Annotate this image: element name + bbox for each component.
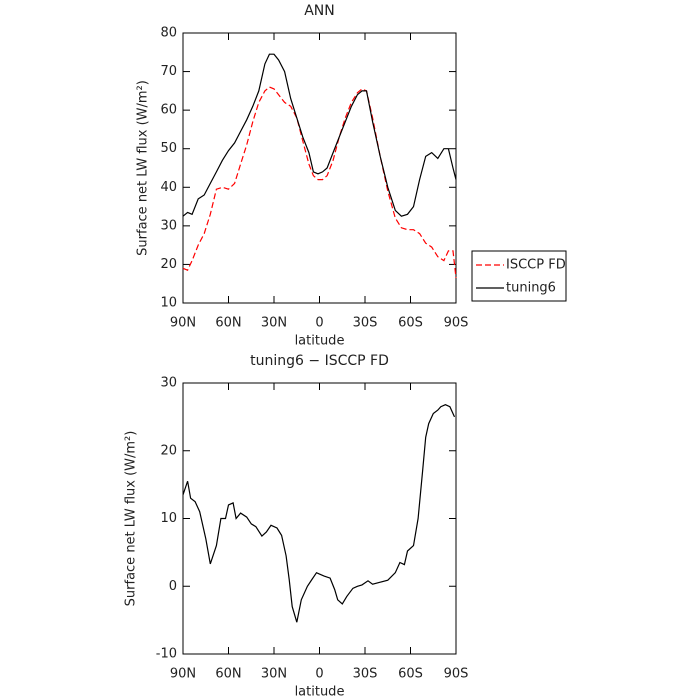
y-tick-label: 0 <box>169 579 177 594</box>
x-axis-label: latitude <box>295 685 345 700</box>
legend-label: ISCCP FD <box>506 258 566 273</box>
y-axis-label: Surface net LW flux (W/m²) <box>136 80 151 256</box>
y-tick-label: 20 <box>160 443 177 458</box>
y-tick-label: 10 <box>160 511 177 526</box>
x-tick-label: 0 <box>315 667 323 682</box>
x-tick-label: 30N <box>261 316 287 331</box>
x-tick-label: 90N <box>170 316 196 331</box>
y-tick-label: 40 <box>160 180 177 195</box>
chart-title: ANN <box>304 3 335 19</box>
x-axis-label: latitude <box>295 334 345 349</box>
x-tick-label: 60N <box>215 316 241 331</box>
x-tick-label: 60N <box>215 667 241 682</box>
data-line <box>182 53 457 217</box>
x-tick-label: 30S <box>353 316 378 331</box>
x-tick-label: 0 <box>315 316 323 331</box>
plot-frame <box>182 32 457 304</box>
y-tick-label: 70 <box>160 64 177 79</box>
y-tick-label: 20 <box>160 257 177 272</box>
x-tick-label: 90S <box>444 667 469 682</box>
data-line <box>182 404 456 623</box>
y-tick-label: 50 <box>160 141 177 156</box>
legend-box <box>471 250 567 302</box>
x-tick-label: 60S <box>398 316 423 331</box>
y-tick-label: 30 <box>160 218 177 233</box>
y-tick-label: -10 <box>156 647 177 662</box>
y-tick-label: 60 <box>160 103 177 118</box>
chart-title: tuning6 − ISCCP FD <box>250 353 389 369</box>
y-tick-label: 80 <box>160 26 177 41</box>
y-axis-label: Surface net LW flux (W/m²) <box>124 431 139 607</box>
x-tick-label: 30S <box>353 667 378 682</box>
data-line <box>182 86 457 278</box>
x-tick-label: 90N <box>170 667 196 682</box>
y-tick-label: 30 <box>160 376 177 391</box>
x-tick-label: 30N <box>261 667 287 682</box>
x-tick-label: 60S <box>398 667 423 682</box>
y-tick-label: 10 <box>160 296 177 311</box>
legend-label: tuning6 <box>506 281 556 296</box>
x-tick-label: 90S <box>444 316 469 331</box>
